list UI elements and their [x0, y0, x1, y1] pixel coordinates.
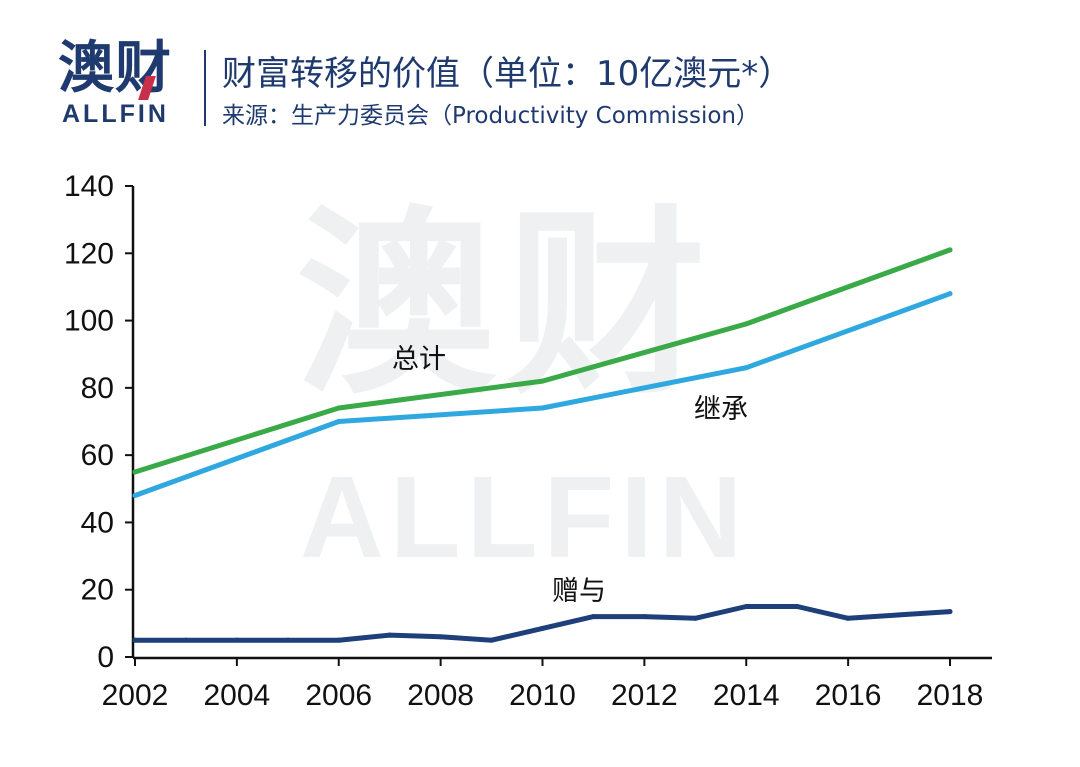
- series-label-1: 继承: [694, 394, 748, 425]
- chart-series: [132, 247, 953, 643]
- series-line-0: [132, 247, 953, 475]
- data-point: [336, 405, 342, 411]
- data-point: [183, 637, 189, 643]
- x-tick-label: 2006: [305, 679, 372, 712]
- y-tick-label: 100: [64, 305, 114, 338]
- series-line-1: [132, 291, 953, 498]
- data-point: [896, 612, 902, 618]
- data-point: [285, 637, 291, 643]
- y-tick-label: 80: [81, 372, 114, 405]
- data-point: [540, 405, 545, 411]
- data-point: [336, 637, 342, 643]
- x-tick-label: 2012: [611, 679, 678, 712]
- x-tick-label: 2002: [102, 679, 169, 712]
- x-tick-label: 2004: [204, 679, 271, 712]
- data-point: [743, 365, 749, 371]
- x-tick-label: 2014: [713, 679, 780, 712]
- x-tick-label: 2008: [407, 679, 474, 712]
- watermark-chinese: 澳财: [296, 189, 717, 422]
- data-point: [692, 615, 698, 621]
- data-point: [438, 634, 444, 640]
- data-point: [489, 637, 495, 643]
- data-point: [947, 247, 953, 253]
- watermark-english: ALLFIN: [300, 452, 749, 582]
- data-point: [743, 321, 749, 327]
- data-point: [590, 614, 596, 620]
- data-point: [794, 604, 800, 610]
- y-tick-label: 20: [81, 574, 114, 607]
- data-point: [947, 609, 953, 615]
- chart-source: 来源：生产力委员会（Productivity Commission）: [222, 103, 759, 129]
- data-point: [336, 419, 342, 424]
- y-tick-label: 40: [81, 506, 114, 539]
- y-tick-label: 0: [97, 641, 114, 674]
- series-label-2: 赠与: [552, 576, 606, 607]
- x-tick-label: 2018: [917, 679, 984, 712]
- chart-title: 财富转移的价值（单位：10亿澳元*）: [222, 54, 793, 94]
- logo-chinese: 澳财: [58, 36, 172, 101]
- data-point: [743, 604, 749, 610]
- y-tick-label: 120: [64, 237, 114, 270]
- data-point: [947, 291, 953, 297]
- header-divider: [204, 50, 206, 126]
- x-tick-label: 2016: [815, 679, 882, 712]
- data-point: [845, 615, 851, 621]
- data-point: [387, 632, 393, 638]
- y-tick-label: 140: [64, 170, 114, 203]
- series-line-2: [132, 604, 953, 643]
- data-point: [540, 378, 545, 384]
- logo-english: ALLFIN: [62, 100, 169, 128]
- data-point: [234, 637, 240, 643]
- data-point: [540, 625, 545, 631]
- data-point: [132, 493, 138, 499]
- data-point: [641, 614, 647, 620]
- x-tick-label: 2010: [509, 679, 576, 712]
- data-point: [132, 637, 138, 643]
- data-point: [132, 469, 138, 475]
- chart-header: 澳财 ALLFIN 财富转移的价值（单位：10亿澳元*） 来源：生产力委员会（P…: [0, 0, 1080, 140]
- series-label-0: 总计: [392, 344, 446, 375]
- y-tick-label: 60: [81, 439, 114, 472]
- chart-axes: 0 20 40 60 80 100 120 140 2002 2004 2006 2008 2010 20…: [64, 170, 992, 712]
